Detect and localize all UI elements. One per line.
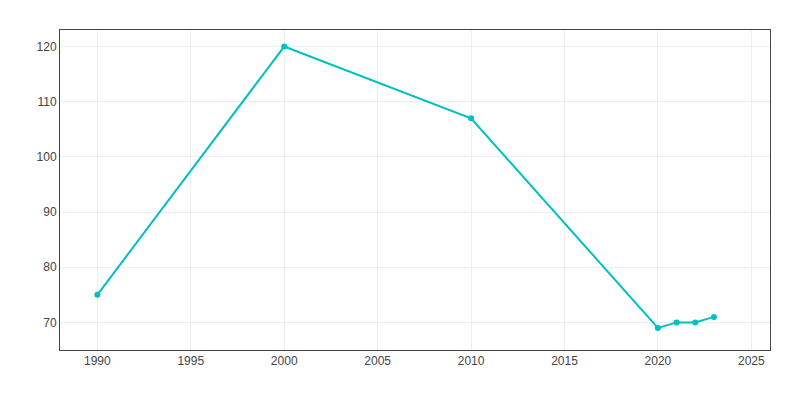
- svg-text:2020: 2020: [645, 354, 672, 368]
- svg-text:90: 90: [43, 205, 57, 219]
- svg-text:80: 80: [43, 260, 57, 274]
- svg-text:120: 120: [37, 40, 57, 54]
- svg-text:2010: 2010: [458, 354, 485, 368]
- svg-text:100: 100: [37, 150, 57, 164]
- svg-text:2025: 2025: [738, 354, 765, 368]
- svg-text:70: 70: [43, 316, 57, 330]
- svg-text:2015: 2015: [551, 354, 578, 368]
- svg-text:110: 110: [37, 95, 56, 109]
- svg-text:2005: 2005: [364, 354, 391, 368]
- svg-text:2000: 2000: [271, 354, 298, 368]
- svg-text:1995: 1995: [177, 354, 204, 368]
- svg-text:1990: 1990: [84, 354, 111, 368]
